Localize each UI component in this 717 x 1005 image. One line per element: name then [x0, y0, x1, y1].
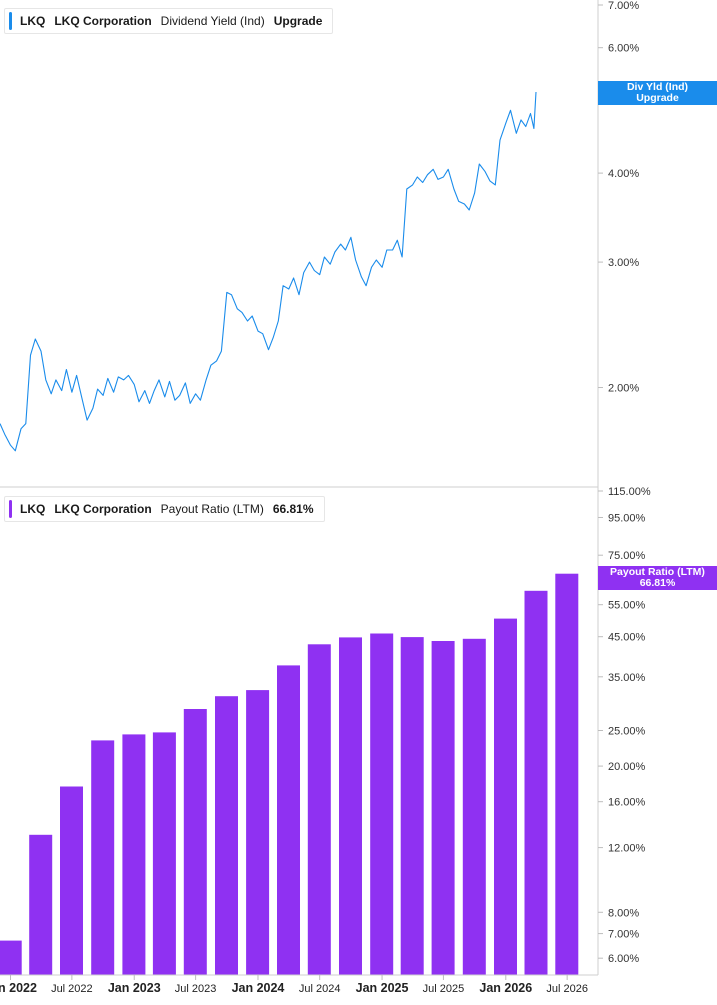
payout-bar [91, 740, 115, 975]
tag-line: Payout Ratio (LTM) [610, 565, 705, 578]
payout-y-tick-label: 95.00% [608, 512, 646, 524]
payout-bar [339, 637, 362, 975]
payout-bar [152, 732, 176, 975]
payout-bar [555, 573, 579, 975]
legend-company: LKQ Corporation [54, 502, 152, 516]
payout-bar [277, 665, 300, 975]
dividend-yield-price-tag: Div Yld (Ind) Upgrade [598, 80, 717, 105]
tag-line: Upgrade [636, 91, 679, 104]
dividend-yield-line [0, 91, 537, 452]
dividend-yield-swatch [9, 12, 12, 30]
dividend-yield-legend: LKQ LKQ Corporation Dividend Yield (Ind)… [4, 8, 334, 34]
payout-bar [29, 834, 53, 975]
legend-ticker: LKQ [20, 502, 46, 516]
legend-company: LKQ Corporation [54, 14, 152, 28]
x-tick-label: Jan 2022 [0, 981, 37, 995]
payout-y-tick-label: 25.00% [608, 725, 646, 737]
yield-y-tick-label: 4.00% [608, 168, 639, 180]
legend-status: Upgrade [273, 14, 323, 28]
payout-y-tick-label: 8.00% [608, 907, 639, 919]
payout-bar [370, 633, 394, 975]
payout-y-tick-label: 12.00% [608, 843, 646, 855]
payout-y-tick-label: 20.00% [608, 761, 646, 773]
payout-ratio-price-tag: Payout Ratio (LTM) 66.81% [598, 565, 717, 590]
payout-ratio-swatch [9, 500, 12, 518]
payout-bar [400, 637, 424, 975]
payout-y-tick-label: 45.00% [608, 632, 646, 644]
payout-bar [462, 638, 486, 975]
legend-metric: Dividend Yield (Ind) [160, 14, 265, 28]
x-tick-label: Jul 2025 [423, 983, 465, 995]
payout-y-tick-label: 6.00% [608, 953, 639, 965]
yield-y-tick-label: 7.00% [608, 0, 639, 12]
x-tick-label: Jan 2025 [356, 981, 409, 995]
payout-bar [246, 690, 270, 975]
payout-bar [215, 696, 238, 975]
payout-bar [431, 641, 455, 975]
payout-y-tick-label: 16.00% [608, 797, 646, 809]
tag-line: Div Yld (Ind) [626, 80, 689, 93]
payout-bar [0, 940, 22, 975]
payout-ratio-legend: LKQ LKQ Corporation Payout Ratio (LTM) 6… [4, 496, 325, 522]
yield-y-tick-label: 3.00% [608, 257, 639, 269]
payout-bar [60, 786, 83, 975]
legend-current-value: 66.81% [272, 502, 314, 516]
x-tick-label: Jul 2026 [546, 983, 588, 995]
x-tick-label: Jan 2024 [232, 981, 285, 995]
x-tick-label: Jan 2026 [479, 981, 532, 995]
payout-bar [524, 590, 548, 975]
x-tick-label: Jul 2023 [175, 983, 217, 995]
payout-bar [183, 709, 207, 975]
payout-bar [122, 734, 146, 975]
payout-bar [307, 644, 331, 975]
payout-y-tick-label: 7.00% [608, 929, 639, 941]
payout-y-tick-label: 75.00% [608, 550, 646, 562]
x-tick-label: Jul 2022 [51, 983, 93, 995]
payout-y-tick-label: 115.00% [608, 486, 651, 498]
payout-y-tick-label: 55.00% [608, 600, 646, 612]
payout-bar [494, 618, 517, 975]
yield-y-tick-label: 2.00% [608, 383, 639, 395]
yield-y-tick-label: 6.00% [608, 43, 639, 55]
tag-line: 66.81% [639, 576, 676, 589]
x-tick-label: Jul 2024 [299, 983, 341, 995]
x-tick-label: Jan 2023 [108, 981, 161, 995]
legend-metric: Payout Ratio (LTM) [160, 502, 264, 516]
legend-ticker: LKQ [20, 14, 46, 28]
payout-y-tick-label: 35.00% [608, 672, 646, 684]
